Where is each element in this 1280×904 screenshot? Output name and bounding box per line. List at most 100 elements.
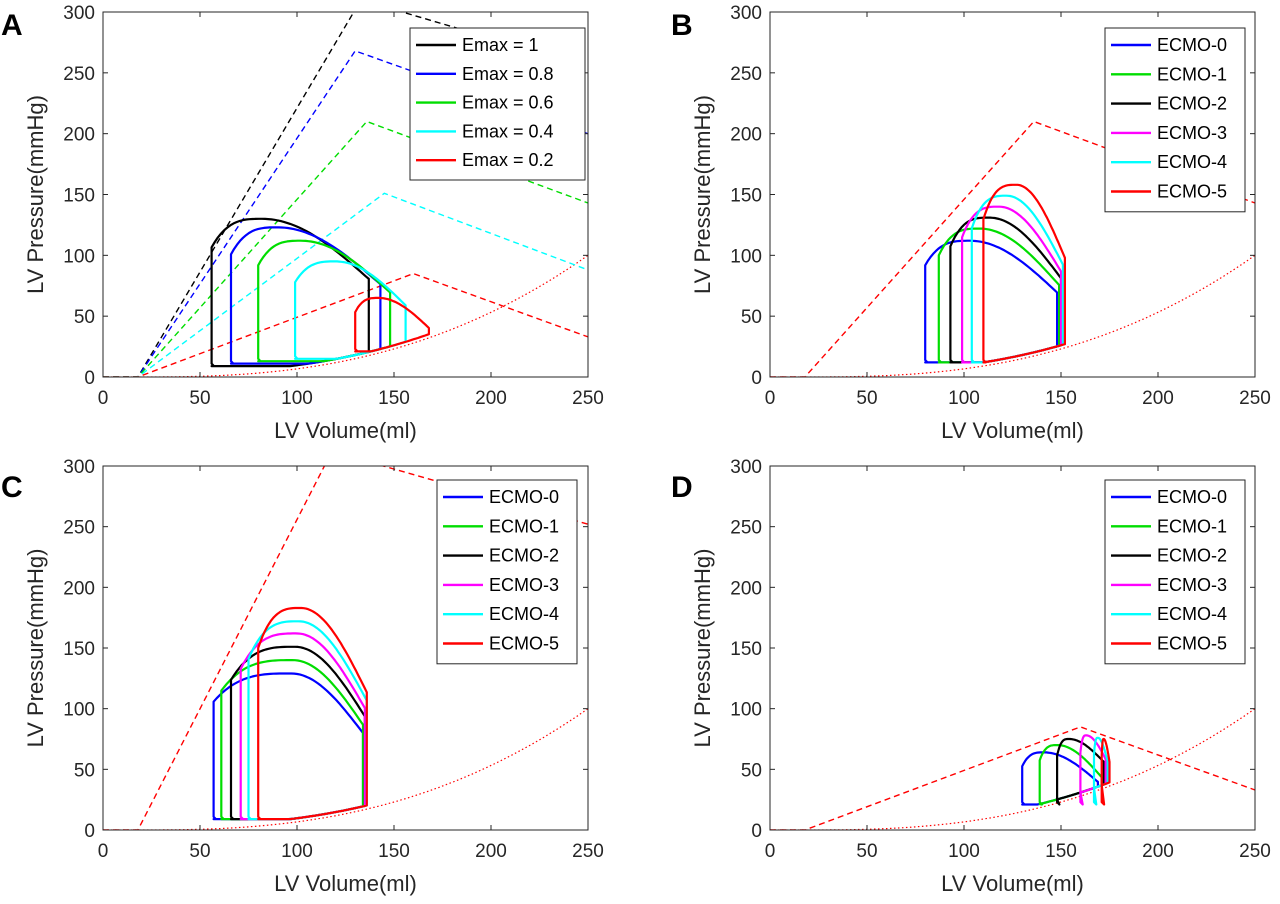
- pv-loop-3: [294, 260, 407, 360]
- legend-entry: Emax = 0.6: [462, 93, 554, 113]
- legend: ECMO-0 ECMO-1 ECMO-2 ECMO-3 ECMO-4 ECMO-5: [1104, 479, 1246, 665]
- edpvr-curve: [770, 254, 1255, 377]
- legend-entry: ECMO-1: [489, 516, 559, 536]
- x-tick-label: 0: [98, 841, 109, 862]
- pv-loop-1: [229, 226, 382, 365]
- y-tick-label: 50: [741, 307, 762, 328]
- legend-entry: Emax = 1: [462, 35, 539, 55]
- y-axis-label: LV Pressure(mmHg): [23, 549, 48, 748]
- legend-entry: Emax = 0.8: [462, 64, 554, 84]
- edpvr-curve: [103, 708, 588, 830]
- legend-box: [1104, 479, 1246, 665]
- legend-entry: ECMO-0: [1157, 487, 1227, 507]
- x-tick-label: 100: [281, 841, 313, 862]
- legend-entry: Emax = 0.2: [462, 150, 554, 170]
- panel-letter: B: [671, 9, 693, 42]
- panel-b: 0 50 100 150 200 250 0 50 100 150 200 250 300 LV Volu…: [671, 3, 1271, 443]
- y-tick-label: 0: [84, 821, 95, 842]
- panel-d: 0 50 100 150 200 250 0 50 100 150 200 250 300 LV Volu…: [671, 457, 1271, 896]
- y-tick-label: 50: [741, 760, 762, 781]
- legend-entry: ECMO-4: [1157, 604, 1227, 624]
- y-tick-label: 150: [730, 639, 762, 660]
- y-tick-label: 100: [63, 700, 95, 721]
- legend-entry: ECMO-5: [489, 634, 559, 654]
- x-tick-label: 200: [475, 388, 507, 409]
- y-tick-label: 200: [63, 578, 95, 599]
- y-axis-label: LV Pressure(mmHg): [690, 549, 715, 748]
- pv-loop-3: [961, 205, 1063, 364]
- x-tick-label: 0: [765, 841, 776, 862]
- x-tick-label: 200: [1142, 841, 1174, 862]
- pv-loop-2: [257, 239, 392, 363]
- panel-letter: C: [1, 471, 23, 504]
- pv-loop-1: [220, 659, 365, 821]
- legend-entry: ECMO-1: [1157, 516, 1227, 536]
- y-tick-label: 100: [730, 246, 762, 267]
- legend-box: [1104, 27, 1246, 213]
- y-tick-label: 300: [63, 3, 95, 24]
- legend: ECMO-0 ECMO-1 ECMO-2 ECMO-3 ECMO-4 ECMO-5: [1104, 27, 1246, 213]
- x-tick-label: 50: [189, 841, 210, 862]
- pv-loop-5: [257, 606, 368, 821]
- x-tick-label: 100: [281, 388, 313, 409]
- pv-loop-4: [247, 620, 368, 821]
- legend-entry: ECMO-5: [1157, 182, 1227, 202]
- panel-letter: A: [1, 9, 23, 42]
- x-tick-label: 150: [1045, 388, 1077, 409]
- x-tick-label: 150: [378, 841, 410, 862]
- y-tick-label: 150: [63, 639, 95, 660]
- pv-loop-5: [1100, 737, 1111, 806]
- y-tick-label: 200: [730, 125, 762, 146]
- panel-c: 0 50 100 150 200 250 0 50 100 150 200 250 300 LV Volu…: [1, 457, 604, 896]
- x-tick-label: 250: [572, 841, 604, 862]
- y-tick-label: 50: [74, 307, 95, 328]
- legend-entry: ECMO-2: [1157, 546, 1227, 566]
- pv-loop-2: [1056, 737, 1105, 806]
- legend: Emax = 1 Emax = 0.8 Emax = 0.6 Emax = 0.4 Em…: [409, 27, 586, 181]
- y-tick-label: 50: [74, 760, 95, 781]
- espvr-line: [770, 726, 1255, 830]
- y-tick-label: 250: [63, 64, 95, 85]
- y-tick-label: 200: [730, 578, 762, 599]
- y-axis-label: LV Pressure(mmHg): [23, 95, 48, 294]
- y-tick-label: 150: [63, 186, 95, 207]
- edpvr-curve: [770, 708, 1255, 830]
- legend-entry: ECMO-4: [1157, 152, 1227, 172]
- x-tick-label: 50: [856, 841, 877, 862]
- panel-a: 0 50 100 150 200 250 0 50 100 150 200 250 300 LV Volu…: [1, 3, 604, 443]
- y-tick-label: 0: [751, 368, 762, 389]
- x-tick-label: 50: [856, 388, 877, 409]
- y-tick-label: 300: [730, 3, 762, 24]
- espvr-line: [103, 192, 588, 377]
- x-tick-label: 150: [1045, 841, 1077, 862]
- plot-area: [770, 708, 1255, 830]
- x-tick-label: 0: [98, 388, 109, 409]
- legend-entry: ECMO-0: [489, 487, 559, 507]
- legend-box: [409, 27, 586, 181]
- pv-loop-2: [949, 216, 1063, 364]
- y-tick-label: 300: [730, 457, 762, 478]
- x-tick-label: 100: [948, 841, 980, 862]
- legend-entry: ECMO-0: [1157, 35, 1227, 55]
- y-tick-label: 200: [63, 125, 95, 146]
- legend: ECMO-0 ECMO-1 ECMO-2 ECMO-3 ECMO-4 ECMO-5: [436, 479, 578, 665]
- pv-loop-4: [1092, 736, 1109, 806]
- legend-entry: ECMO-3: [1157, 123, 1227, 143]
- legend-box: [436, 479, 578, 665]
- y-tick-label: 300: [63, 457, 95, 478]
- x-axis-label: LV Volume(ml): [274, 418, 417, 443]
- legend-entry: ECMO-2: [489, 546, 559, 566]
- x-axis-label: LV Volume(ml): [274, 871, 417, 896]
- legend-entry: ECMO-3: [1157, 575, 1227, 595]
- x-tick-label: 150: [378, 388, 410, 409]
- legend-entry: ECMO-4: [489, 604, 559, 624]
- legend-entry: ECMO-5: [1157, 634, 1227, 654]
- x-tick-label: 200: [475, 841, 507, 862]
- x-tick-label: 200: [1142, 388, 1174, 409]
- x-tick-label: 50: [189, 388, 210, 409]
- x-tick-label: 250: [572, 388, 604, 409]
- x-tick-label: 250: [1239, 388, 1271, 409]
- x-tick-label: 100: [948, 388, 980, 409]
- panel-letter: D: [671, 471, 693, 504]
